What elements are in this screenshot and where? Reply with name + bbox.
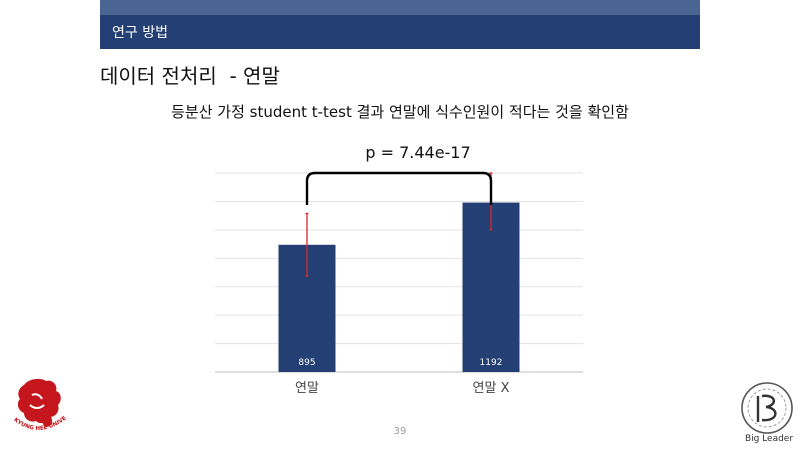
- section-label: 연구 방법: [112, 25, 168, 41]
- bar-2: [462, 202, 520, 372]
- p-value-annotation: p = 7.44e-17: [365, 143, 471, 162]
- header-bar-top: [100, 0, 700, 15]
- big-leader-logo: [741, 382, 793, 434]
- kyung-hee-logo-text: KYUNG HEE UNIVERSITY: [6, 375, 68, 432]
- data-label-2: 1192: [480, 358, 503, 368]
- big-leader-label: Big Leader: [744, 434, 794, 444]
- data-label-1: 895: [298, 358, 315, 368]
- header-bar: [100, 15, 700, 49]
- slide-subtitle: 등분산 가정 student t-test 결과 연말에 식수인원이 적다는 것…: [171, 103, 629, 121]
- category-label-2: 연말 X: [473, 381, 510, 396]
- svg-text:KYUNG HEE UNIVERSITY: KYUNG HEE UNIVERSITY: [6, 375, 68, 432]
- page-number: 39: [393, 426, 407, 437]
- category-label-1: 연말: [295, 381, 319, 396]
- kyung-hee-lion-logo: [17, 378, 61, 427]
- significance-bracket: [305, 171, 493, 205]
- slide-title: 데이터 전처리 - 연말: [100, 64, 280, 88]
